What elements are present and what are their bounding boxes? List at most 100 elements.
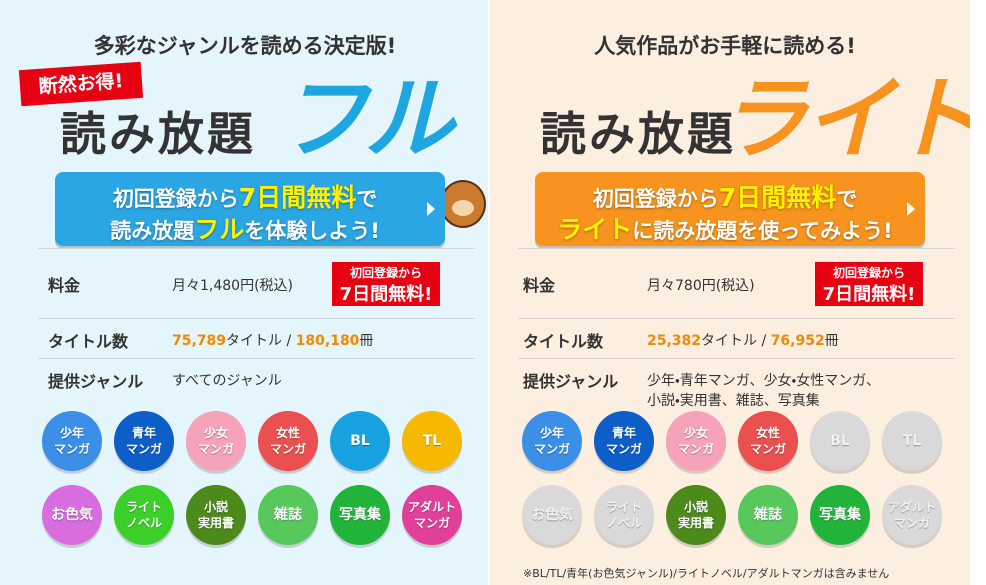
genre-label: お色気 bbox=[531, 507, 573, 523]
genre-label: ノベル bbox=[605, 516, 642, 530]
genre-label: 実用書 bbox=[677, 516, 714, 530]
titles-value: 75,789タイトル / 180,180冊 bbox=[172, 330, 373, 350]
trial-badge-text: 7日間無料! bbox=[822, 284, 916, 305]
genre-icon: お色気 bbox=[42, 485, 102, 545]
genre-label: マンガ bbox=[605, 442, 642, 456]
genre-label: 少年 bbox=[59, 426, 84, 440]
genre-label: ライト bbox=[125, 500, 162, 514]
genre-icon: TL bbox=[402, 411, 462, 471]
cta-text: 初回登録から bbox=[112, 187, 239, 211]
genre-label: BL bbox=[350, 433, 370, 449]
genre-label: 写真集 bbox=[819, 507, 861, 523]
cta-text: で bbox=[356, 187, 378, 211]
cta-text: フル bbox=[194, 215, 245, 244]
genre-icon: 写真集 bbox=[810, 485, 870, 545]
plan-title: 読み放題 bbox=[60, 107, 256, 161]
footnote: ※BL/TL/青年(お色気ジャンル)/ライトノベル/アダルトマンガは含みません bbox=[523, 567, 890, 580]
titles-value: 25,382タイトル / 76,952冊 bbox=[647, 330, 839, 350]
cta-line: ライトに読み放題を使ってみよう! bbox=[535, 210, 915, 246]
genre-label: マンガ bbox=[533, 442, 570, 456]
genres-value: すべてのジャンル bbox=[172, 373, 282, 389]
genre-label: マンガ bbox=[749, 442, 786, 456]
trial-badge: 初回登録から 7日間無料! bbox=[815, 262, 923, 306]
genre-icon: お色気 bbox=[522, 485, 582, 545]
genre-label: 女性 bbox=[275, 426, 300, 440]
row-label: タイトル数 bbox=[523, 332, 604, 351]
genre-label: ノベル bbox=[125, 516, 162, 530]
genre-icon: BL bbox=[810, 411, 870, 471]
genre-icon: 少年 マンガ bbox=[522, 411, 582, 471]
genre-icon: 少女 マンガ bbox=[666, 411, 726, 471]
row-divider bbox=[518, 248, 955, 249]
genre-label: マンガ bbox=[677, 442, 714, 456]
trial-badge: 初回登録から 7日間無料! bbox=[332, 262, 440, 306]
plan-accent: フル bbox=[278, 67, 454, 172]
cta-button[interactable]: 初回登録から7日間無料で 読み放題フルを体験しよう! bbox=[55, 172, 445, 246]
genre-icon: アダルト マンガ bbox=[402, 485, 462, 545]
genre-label: アダルト bbox=[407, 500, 456, 514]
cta-text: を体験しよう! bbox=[244, 219, 380, 243]
genre-label: 小説 bbox=[203, 500, 228, 514]
plan-title: 読み放題 bbox=[540, 107, 736, 161]
genre-icon: 少女 マンガ bbox=[186, 411, 246, 471]
genre-label: 少年 bbox=[539, 426, 564, 440]
trial-badge-text: 初回登録から bbox=[349, 266, 422, 280]
genre-icon: ライト ノベル bbox=[114, 485, 174, 545]
genre-icon: 小説 実用書 bbox=[186, 485, 246, 545]
row-label: 料金 bbox=[48, 276, 81, 295]
cta-text: に読み放題を使ってみよう! bbox=[632, 219, 893, 243]
plan-accent: ライト bbox=[718, 67, 970, 172]
genre-label: 少女 bbox=[683, 426, 708, 440]
titles-part: 76,952 bbox=[770, 333, 825, 349]
row-label: 提供ジャンル bbox=[48, 372, 144, 391]
cta-arrow bbox=[907, 202, 915, 216]
genre-label: マンガ bbox=[197, 442, 234, 456]
cta-text: 読み放題 bbox=[110, 219, 195, 243]
genre-icon: ライト ノベル bbox=[594, 485, 654, 545]
row-label: 料金 bbox=[523, 276, 556, 295]
row-label: タイトル数 bbox=[48, 332, 129, 351]
cta-text: ライト bbox=[557, 215, 633, 244]
titles-part: 25,382 bbox=[647, 333, 702, 349]
row-label: 提供ジャンル bbox=[523, 372, 619, 391]
cta-text: で bbox=[836, 187, 858, 211]
trial-badge-text: 初回登録から bbox=[832, 266, 905, 280]
genres-value: 小説・実用書、雑誌、写真集 bbox=[647, 393, 820, 409]
cta-button[interactable]: 初回登録から7日間無料で ライトに読み放題を使ってみよう! bbox=[535, 172, 925, 246]
genre-icon: 雑誌 bbox=[738, 485, 798, 545]
plan-panel: 人気作品がお手軽に読める! 読み放題 ライト 初回登録から7日間無料で ライトに読み放題… bbox=[490, 0, 970, 585]
row-divider bbox=[38, 248, 475, 249]
genre-label: 少女 bbox=[203, 426, 228, 440]
genre-icon: 雑誌 bbox=[258, 485, 318, 545]
row-divider bbox=[38, 358, 475, 359]
genre-label: ライト bbox=[605, 500, 642, 514]
genre-label: TL bbox=[422, 433, 442, 449]
genre-icon: アダルト マンガ bbox=[882, 485, 942, 545]
row-divider bbox=[518, 358, 955, 359]
genre-icon: 青年 マンガ bbox=[594, 411, 654, 471]
genre-label: 実用書 bbox=[197, 516, 234, 530]
genre-label: 小説 bbox=[683, 500, 708, 514]
row-divider bbox=[518, 318, 955, 319]
genre-label: マンガ bbox=[413, 516, 450, 530]
genre-icon: 女性 マンガ bbox=[738, 411, 798, 471]
genre-label: 女性 bbox=[755, 426, 780, 440]
genres-value: 少年・青年マンガ、少女・女性マンガ、 bbox=[647, 373, 880, 389]
titles-part: 冊 bbox=[824, 333, 839, 349]
genre-label: アダルト bbox=[887, 500, 936, 514]
cta-line: 初回登録から7日間無料で bbox=[535, 178, 915, 214]
genre-label: マンガ bbox=[53, 442, 90, 456]
titles-part: 180,180 bbox=[295, 333, 360, 349]
genre-icon: 女性 マンガ bbox=[258, 411, 318, 471]
genre-icon: 少年 マンガ bbox=[42, 411, 102, 471]
genre-icon: BL bbox=[330, 411, 390, 471]
genre-label: TL bbox=[902, 433, 922, 449]
genre-label: マンガ bbox=[125, 442, 162, 456]
genre-label: 雑誌 bbox=[754, 507, 782, 523]
cta-text: 7日間 bbox=[718, 183, 787, 212]
cta-line: 読み放題フルを体験しよう! bbox=[55, 210, 435, 246]
trial-badge-text: 7日間無料! bbox=[339, 284, 433, 305]
price-value: 月々780円(税込) bbox=[647, 278, 755, 294]
cta-text: 無料 bbox=[786, 183, 837, 212]
